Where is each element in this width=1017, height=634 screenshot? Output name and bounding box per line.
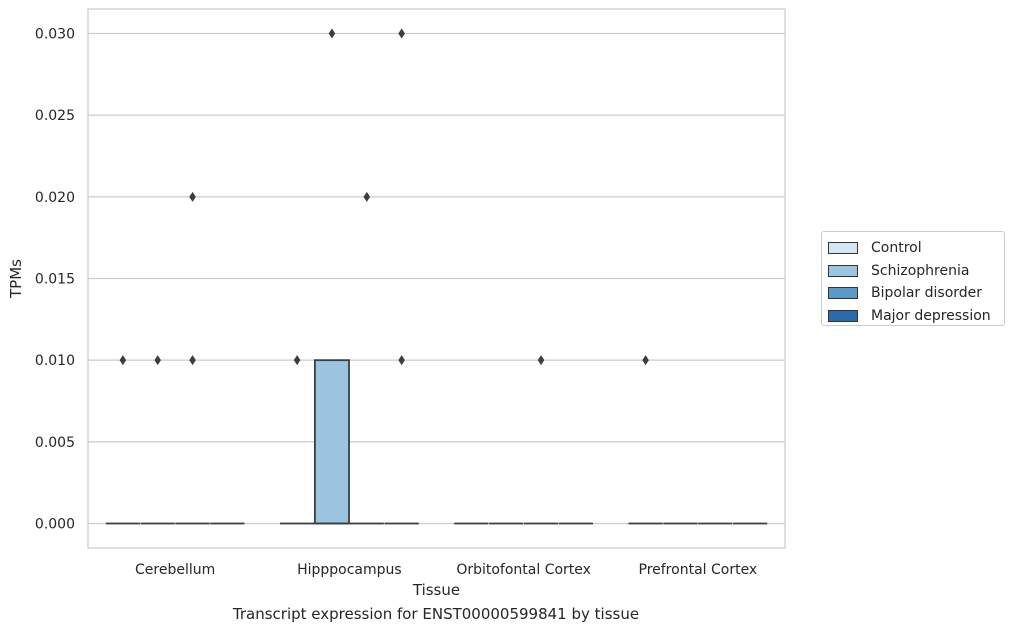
legend-label: Bipolar disorder: [871, 285, 983, 302]
legend: Control Schizophrenia Bipolar disorder Majo…: [821, 231, 1005, 326]
outlier-point: [189, 355, 196, 366]
plot-frame: [87, 8, 786, 549]
x-tick-labels: Cerebellum Hipppocampus Orbitofontal Corte…: [135, 562, 757, 578]
legend-swatch: [828, 264, 858, 277]
x-tick-label: Cerebellum: [135, 562, 215, 578]
outlier-point: [154, 355, 161, 366]
outlier-point: [328, 28, 336, 39]
x-tick-label: Orbitofontal Cortex: [456, 562, 591, 578]
outlier-point: [293, 355, 301, 366]
box-marks: [105, 359, 768, 525]
legend-swatch: [828, 287, 858, 300]
y-tick-label: 0.000: [35, 517, 75, 533]
outlier-point: [119, 355, 127, 366]
y-axis-label: TPMs: [7, 259, 25, 299]
outlier-point: [537, 355, 545, 366]
outlier-point: [189, 191, 196, 202]
outlier-point: [363, 191, 371, 202]
legend-item: Bipolar disorder: [822, 282, 1004, 305]
y-gridlines: [88, 32, 785, 525]
y-tick-label: 0.010: [35, 353, 75, 369]
y-tick-label: 0.015: [35, 272, 75, 288]
legend-item: Schizophrenia: [822, 260, 1004, 283]
legend-label: Schizophrenia: [871, 262, 970, 279]
box: [313, 359, 350, 525]
x-tick-label: Hipppocampus: [297, 562, 402, 578]
outlier-point: [398, 28, 405, 39]
outlier-point: [398, 355, 405, 366]
legend-label: Major depression: [871, 307, 991, 324]
legend-swatch: [828, 309, 858, 322]
outlier-point: [642, 355, 649, 366]
x-axis-label: Tissue: [412, 581, 460, 599]
chart-title: Transcript expression for ENST0000059984…: [232, 605, 640, 623]
legend-item: Major depression: [822, 305, 1004, 328]
outlier-points: [119, 28, 649, 366]
y-tick-label: 0.030: [35, 27, 75, 43]
legend-swatch: [828, 242, 858, 255]
y-tick-label: 0.025: [35, 108, 75, 124]
legend-label: Control: [871, 240, 922, 257]
x-tick-label: Prefrontal Cortex: [639, 562, 758, 578]
legend-item: Control: [822, 237, 1004, 260]
y-tick-label: 0.020: [35, 190, 75, 206]
y-tick-labels: 0.000 0.005 0.010 0.015 0.020 0.025 0.030: [35, 27, 75, 533]
y-tick-label: 0.005: [35, 435, 75, 451]
